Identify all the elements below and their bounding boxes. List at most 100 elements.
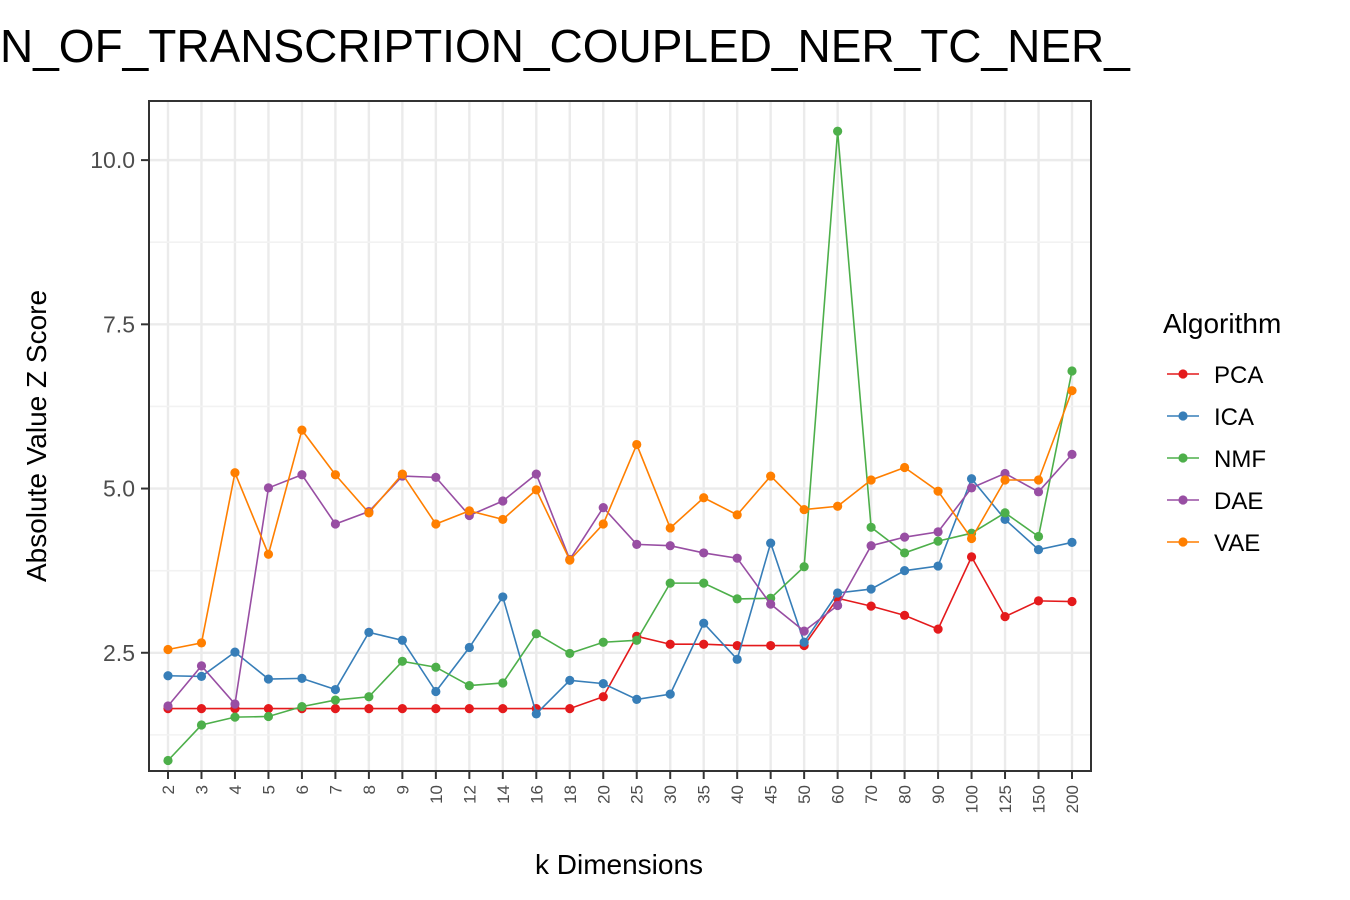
data-point-ica <box>1000 514 1010 525</box>
data-point-ica <box>364 627 374 638</box>
data-point-vae <box>1000 475 1010 485</box>
legend-label: DAE <box>1214 488 1263 515</box>
data-point-dae <box>297 470 307 480</box>
data-point-nmf <box>665 578 675 588</box>
y-axis-title: Absolute Value Z Score <box>21 290 52 582</box>
x-tick-label: 30 <box>661 785 680 804</box>
data-point-pca <box>364 703 374 714</box>
chart-title: N_OF_TRANSCRIPTION_COUPLED_NER_TC_NER_ <box>0 20 1131 72</box>
x-tick-label: 2 <box>159 785 178 794</box>
data-point-dae <box>1067 449 1077 459</box>
legend-label: VAE <box>1214 530 1260 557</box>
data-point-dae <box>766 599 776 609</box>
data-point-vae <box>364 508 374 518</box>
x-tick-label: 125 <box>996 785 1015 813</box>
data-point-dae <box>632 539 642 549</box>
data-point-nmf <box>565 648 575 659</box>
data-point-pca <box>899 610 910 620</box>
data-point-pca <box>766 640 776 651</box>
data-point-vae <box>933 486 943 496</box>
x-tick-label: 60 <box>829 785 848 804</box>
data-point-dae <box>196 661 207 671</box>
data-point-nmf <box>866 522 876 532</box>
data-point-dae <box>1033 487 1044 497</box>
data-point-pca <box>498 703 508 714</box>
data-point-pca <box>732 640 742 651</box>
data-point-nmf <box>196 720 207 730</box>
data-point-dae <box>1000 468 1010 479</box>
data-point-dae <box>598 502 608 513</box>
data-point-pca <box>598 692 608 702</box>
data-point-dae <box>431 472 441 482</box>
data-point-nmf <box>833 126 843 136</box>
data-point-pca <box>464 703 474 714</box>
data-point-nmf <box>397 656 407 666</box>
data-point-ica <box>196 671 207 682</box>
y-tick-label: 7.5 <box>103 311 135 337</box>
series-line-dae <box>167 453 1073 707</box>
legend: Algorithm PCA ICA NMF DAE VAE <box>1163 308 1281 557</box>
data-point-ica <box>866 584 876 594</box>
x-tick-label: 14 <box>494 785 513 804</box>
data-point-dae <box>531 469 541 479</box>
data-point-dae <box>833 600 843 611</box>
data-point-pca <box>933 624 943 634</box>
data-point-dae <box>263 483 274 493</box>
axes: 2.55.07.510.02 3 4 5 6 7 8 9 10 12 14 16 18 20 25 30 35 4… <box>90 147 1082 813</box>
data-point-pca <box>665 639 675 649</box>
data-point-ica <box>464 642 474 653</box>
data-point-pca <box>196 703 207 714</box>
data-point-vae <box>498 514 508 525</box>
data-point-pca <box>699 639 709 649</box>
x-tick-label: 35 <box>695 785 714 804</box>
grid <box>149 101 1091 771</box>
data-point-ica <box>498 592 508 602</box>
data-point-vae <box>431 519 441 529</box>
legend-label: NMF <box>1214 446 1266 473</box>
data-point-vae <box>632 439 642 450</box>
data-point-ica <box>966 474 977 484</box>
legend-item-dae: DAE <box>1167 488 1263 515</box>
x-tick-label: 90 <box>929 785 948 804</box>
x-tick-label: 80 <box>896 785 915 804</box>
data-point-nmf <box>699 578 709 588</box>
legend-label: ICA <box>1214 404 1254 431</box>
legend-key-point <box>1178 453 1188 463</box>
data-point-nmf <box>598 637 608 647</box>
x-tick-label: 18 <box>561 785 580 804</box>
data-point-dae <box>799 626 809 636</box>
data-point-nmf <box>732 594 742 604</box>
series-line-pca <box>168 555 1073 710</box>
data-point-dae <box>933 527 943 537</box>
legend-key-point <box>1178 495 1188 505</box>
data-point-pca <box>1067 596 1077 607</box>
data-point-pca <box>263 703 274 714</box>
data-point-pca <box>1033 596 1044 606</box>
data-point-vae <box>598 519 608 529</box>
data-point-vae <box>699 493 709 503</box>
plot-panel <box>148 100 1092 772</box>
data-point-ica <box>598 679 608 689</box>
data-point-nmf <box>799 562 809 572</box>
series-nmf <box>163 126 1077 766</box>
data-point-nmf <box>431 662 441 672</box>
x-tick-label: 7 <box>326 785 345 794</box>
data-point-pca <box>1000 612 1010 622</box>
x-tick-label: 3 <box>192 785 211 794</box>
series-line-vae <box>167 390 1073 651</box>
data-point-ica <box>330 684 341 695</box>
data-point-ica <box>732 654 742 664</box>
data-point-vae <box>196 638 207 648</box>
data-point-vae <box>966 533 977 544</box>
data-point-nmf <box>1067 366 1077 376</box>
data-point-dae <box>966 483 977 493</box>
y-tick-label: 5.0 <box>103 476 135 502</box>
x-tick-label: 20 <box>594 785 613 804</box>
data-point-vae <box>330 470 341 480</box>
x-tick-label: 200 <box>1063 785 1082 813</box>
data-point-dae <box>699 548 709 558</box>
data-point-ica <box>632 694 642 705</box>
data-point-vae <box>397 469 407 479</box>
data-point-vae <box>464 506 474 516</box>
